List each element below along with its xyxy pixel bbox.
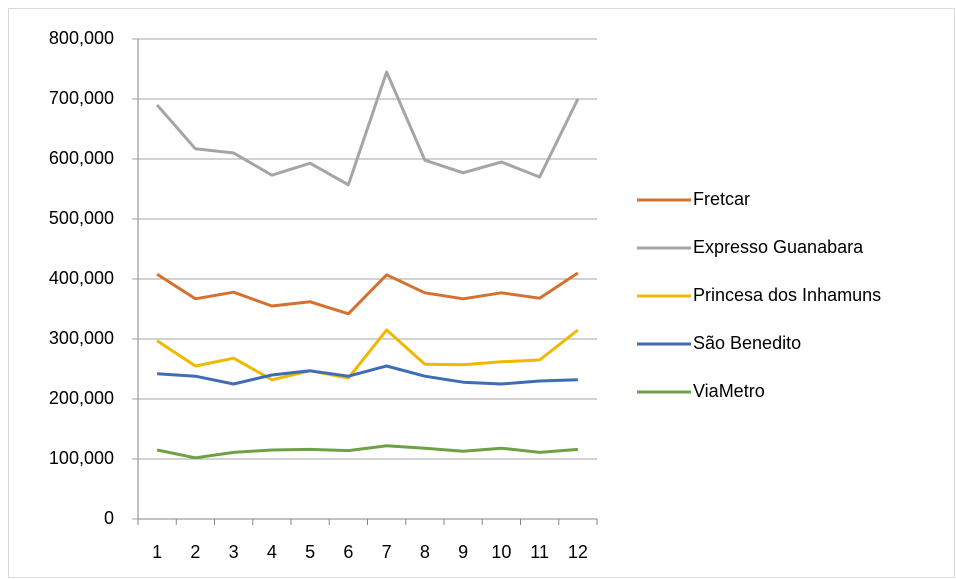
y-tick-label: 0 [104, 508, 114, 528]
x-tick-label: 7 [382, 542, 392, 562]
x-tick-label: 8 [420, 542, 430, 562]
series-line [156, 271, 579, 316]
x-tick-label: 10 [491, 542, 511, 562]
legend-label: ViaMetro [693, 381, 765, 401]
legend-label: São Benedito [693, 333, 801, 353]
series-line [155, 70, 580, 187]
y-tick-label: 600,000 [49, 148, 114, 168]
legend-label: Fretcar [693, 189, 750, 209]
chart-frame [8, 8, 955, 578]
series-line [156, 328, 579, 382]
y-tick-label: 400,000 [49, 268, 114, 288]
x-tick-label: 2 [190, 542, 200, 562]
x-tick-label: 5 [305, 542, 315, 562]
y-tick-label: 300,000 [49, 328, 114, 348]
legend-label: Expresso Guanabara [693, 237, 864, 257]
x-tick-label: 4 [267, 542, 277, 562]
y-tick-label: 800,000 [49, 28, 114, 48]
x-tick-label: 9 [458, 542, 468, 562]
x-tick-label: 12 [568, 542, 588, 562]
x-tick-label: 1 [152, 542, 162, 562]
y-tick-label: 100,000 [49, 448, 114, 468]
legend-label: Princesa dos Inhamuns [693, 285, 881, 305]
y-tick-label: 700,000 [49, 88, 114, 108]
series-line [156, 444, 578, 460]
x-tick-label: 3 [229, 542, 239, 562]
y-tick-label: 200,000 [49, 388, 114, 408]
x-tick-label: 6 [343, 542, 353, 562]
x-tick-label: 11 [530, 542, 549, 562]
y-tick-label: 500,000 [49, 208, 114, 228]
series-line [157, 364, 578, 386]
